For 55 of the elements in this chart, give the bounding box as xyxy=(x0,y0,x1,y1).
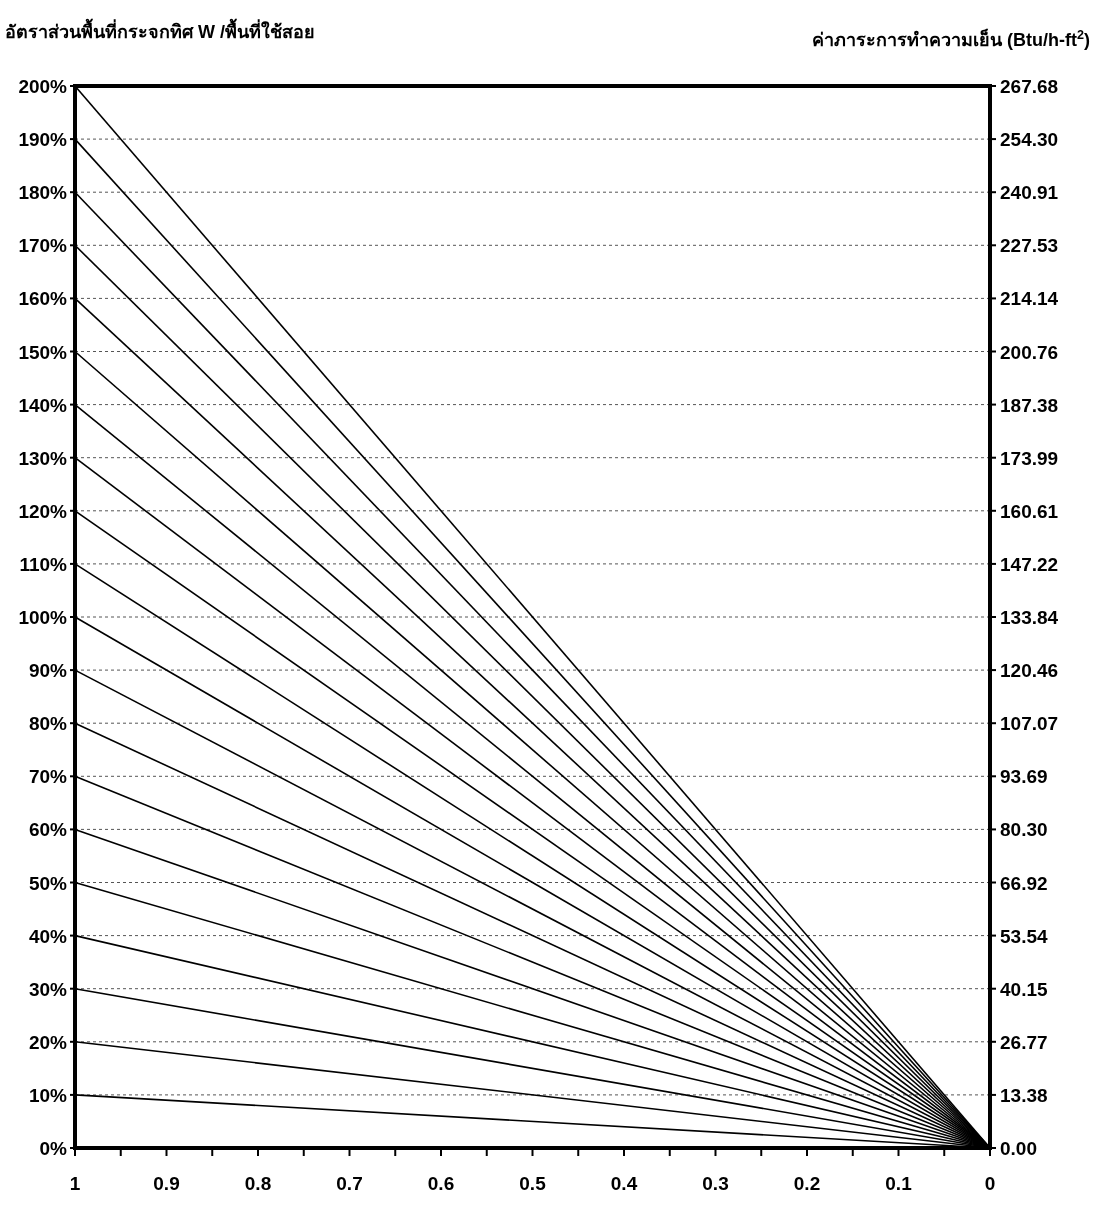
y-tick-label: 10% xyxy=(28,1084,68,1106)
y2-tick-label: 254.30 xyxy=(1000,129,1059,151)
y-tick-label: 160% xyxy=(18,288,68,310)
y2-tick-label: 13.38 xyxy=(1000,1084,1048,1106)
y-tick-label: 70% xyxy=(28,766,68,788)
y-tick-label: 90% xyxy=(28,660,68,682)
y-tick-label: 120% xyxy=(18,500,68,522)
y2-tick-label: 200.76 xyxy=(1000,341,1059,363)
x-tick-label: 0.5 xyxy=(519,1173,547,1194)
x-tick-label: 1 xyxy=(69,1173,81,1194)
y2-tick-label: 187.38 xyxy=(1000,394,1059,416)
y2-tick-label: 80.30 xyxy=(1000,819,1048,841)
x-tick-label: 0.1 xyxy=(885,1173,913,1194)
y2-tick-label: 133.84 xyxy=(1000,607,1059,628)
x-tick-label: 0.9 xyxy=(153,1173,180,1194)
y2-tick-label: 66.92 xyxy=(1000,872,1048,894)
y2-tick-label: 107.07 xyxy=(1000,713,1059,735)
x-tick-label: 0.4 xyxy=(610,1173,638,1194)
y-tick-label: 30% xyxy=(28,978,68,1000)
y2-tick-label: 26.77 xyxy=(1000,1031,1048,1053)
y2-axis-title: ค่าภาระการทำความเย็น (Btu/h-ft$^{2}$) xyxy=(812,28,1090,50)
y-axis-title: อัตราส่วนพื้นที่กระจกทิศ W /พื้นที่ใช้สอย xyxy=(5,18,315,42)
x-tick-label: 0.2 xyxy=(793,1173,821,1194)
y2-tick-label: 160.61 xyxy=(1000,500,1059,522)
y2-tick-label: 227.53 xyxy=(1000,235,1059,257)
y2-tick-label: 0.00 xyxy=(1000,1138,1037,1159)
y-tick-label: 110% xyxy=(19,553,68,575)
x-tick-label: 0.3 xyxy=(702,1173,729,1194)
y2-tick-label: 93.69 xyxy=(1000,766,1048,788)
y-tick-label: 130% xyxy=(18,447,68,469)
y-tick-label: 100% xyxy=(18,607,68,628)
x-tick-label: 0.7 xyxy=(336,1173,363,1194)
y-tick-label: 150% xyxy=(18,341,68,363)
y-tick-label: 40% xyxy=(28,925,68,947)
y-tick-label: 20% xyxy=(28,1031,68,1053)
y-tick-label: 80% xyxy=(28,713,68,735)
y-tick-label: 200% xyxy=(18,76,68,97)
y-tick-label: 180% xyxy=(18,182,68,204)
y-tick-label: 140% xyxy=(18,394,68,416)
x-tick-label: 0.6 xyxy=(427,1173,455,1194)
y-tick-label: 170% xyxy=(18,235,68,257)
y2-tick-label: 267.68 xyxy=(1000,76,1059,97)
y2-tick-label: 120.46 xyxy=(1000,660,1059,682)
y-tick-label: 0% xyxy=(39,1138,68,1159)
y2-tick-label: 40.15 xyxy=(1000,978,1048,1000)
y-tick-label: 50% xyxy=(28,872,68,894)
y2-tick-label: 214.14 xyxy=(1000,288,1059,310)
y2-tick-label: 173.99 xyxy=(1000,447,1059,469)
y-tick-label: 190% xyxy=(18,129,68,151)
y2-tick-label: 147.22 xyxy=(1000,553,1059,575)
y2-tick-label: 53.54 xyxy=(1000,925,1048,947)
y2-tick-label: 240.91 xyxy=(1000,182,1059,204)
x-tick-label: 0.8 xyxy=(244,1173,272,1194)
x-tick-label: 0 xyxy=(984,1173,996,1194)
y-tick-label: 60% xyxy=(28,819,68,841)
